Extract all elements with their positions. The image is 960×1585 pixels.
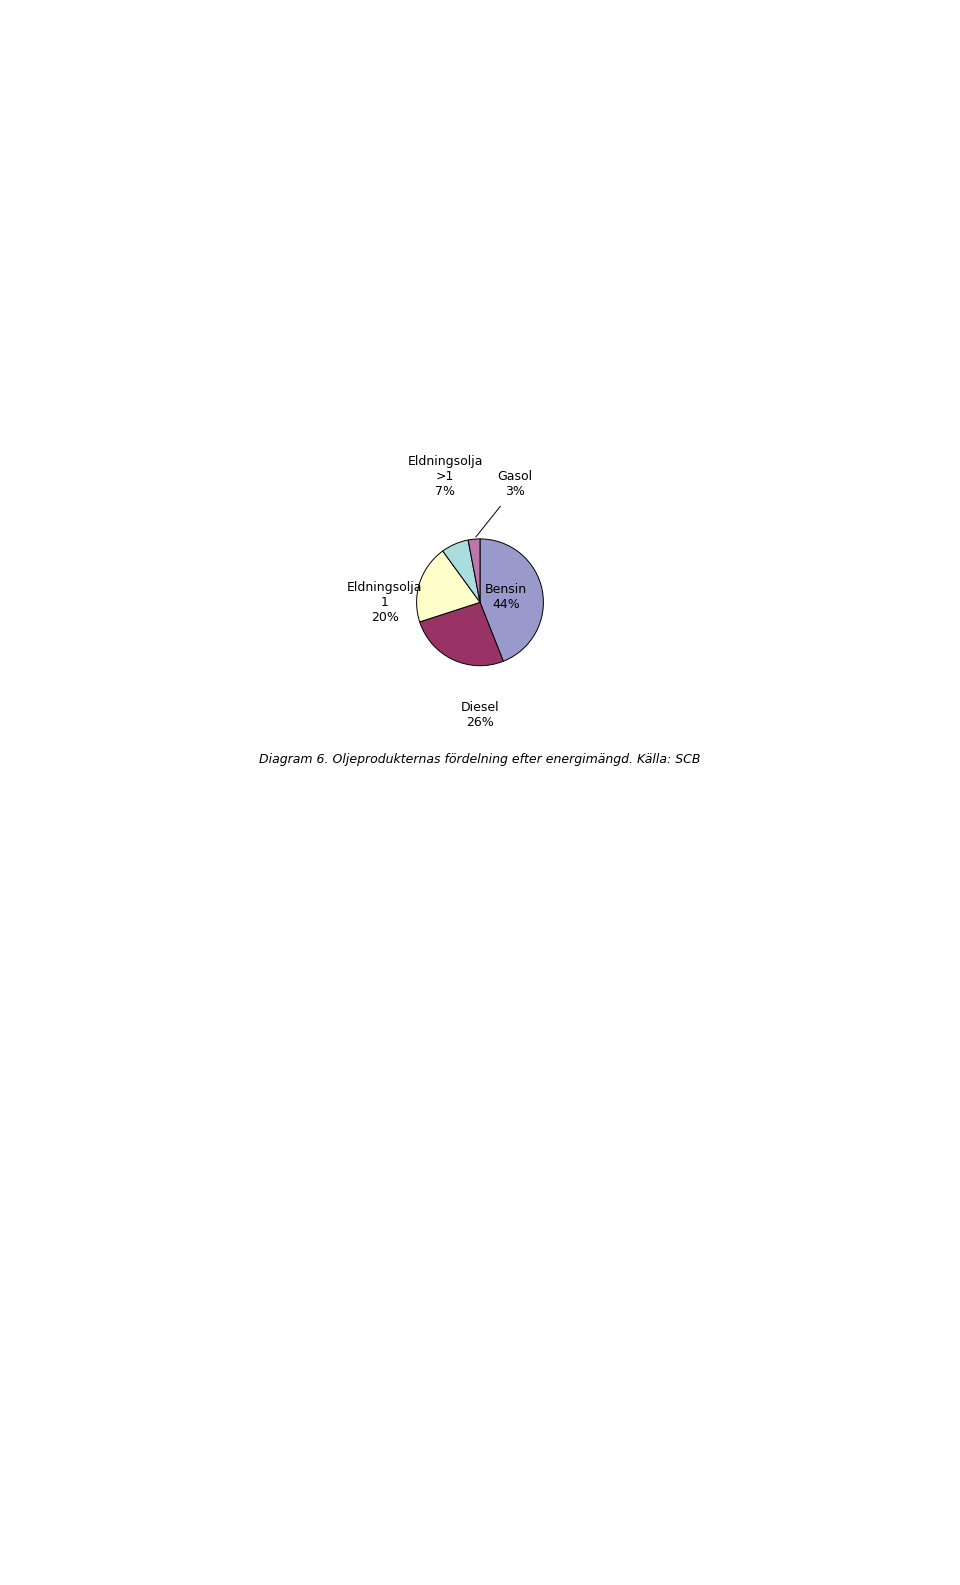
Wedge shape bbox=[480, 539, 543, 661]
Wedge shape bbox=[443, 540, 480, 602]
Text: Eldningsolja
>1
7%: Eldningsolja >1 7% bbox=[407, 455, 483, 498]
Wedge shape bbox=[468, 539, 480, 602]
Text: Bensin
44%: Bensin 44% bbox=[485, 583, 527, 612]
Wedge shape bbox=[420, 602, 503, 666]
Text: Diagram 6. Oljeprodukternas fördelning efter energimängd. Källa: SCB: Diagram 6. Oljeprodukternas fördelning e… bbox=[259, 753, 701, 766]
Wedge shape bbox=[417, 552, 480, 621]
Text: Eldningsolja
1
20%: Eldningsolja 1 20% bbox=[348, 580, 422, 624]
Text: Gasol
3%: Gasol 3% bbox=[497, 469, 533, 498]
Text: Diesel
26%: Diesel 26% bbox=[461, 701, 499, 729]
